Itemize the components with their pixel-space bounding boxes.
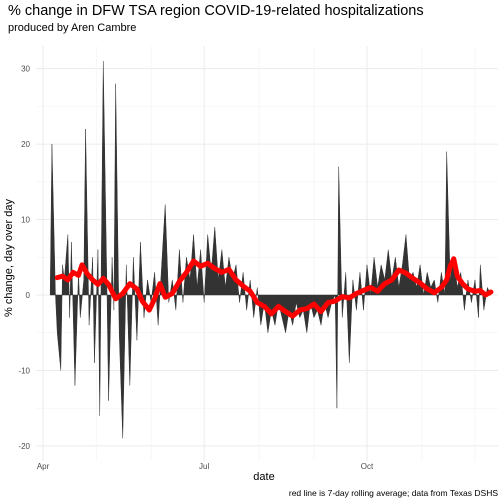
y-tick-label: -20 [18,442,30,451]
x-tick-label: Apr [37,462,50,471]
x-axis-ticks: Apr Jul Oct [37,462,374,471]
y-tick-label: 10 [21,216,30,225]
y-tick-label: 20 [21,140,30,149]
chart-title: % change in DFW TSA region COVID-19-rela… [8,3,424,19]
y-tick-label: 0 [26,291,31,300]
y-tick-label: -10 [18,366,30,375]
x-tick-label: Oct [361,462,374,471]
y-axis-ticks: -20 -10 0 10 20 30 [18,65,30,451]
daily-change-area-path [49,61,492,439]
x-axis-title: date [253,471,274,483]
y-axis-title: % change, day over day [3,198,15,317]
x-tick-label: Jul [199,462,209,471]
rolling-average-polyline [54,256,494,319]
daily-change-area [49,61,492,439]
y-tick-label: 30 [21,65,30,74]
chart-subtitle: produced by Aren Cambre [8,22,137,34]
rolling-average-line [54,256,494,319]
chart-caption: red line is 7-day rolling average; data … [288,488,498,498]
